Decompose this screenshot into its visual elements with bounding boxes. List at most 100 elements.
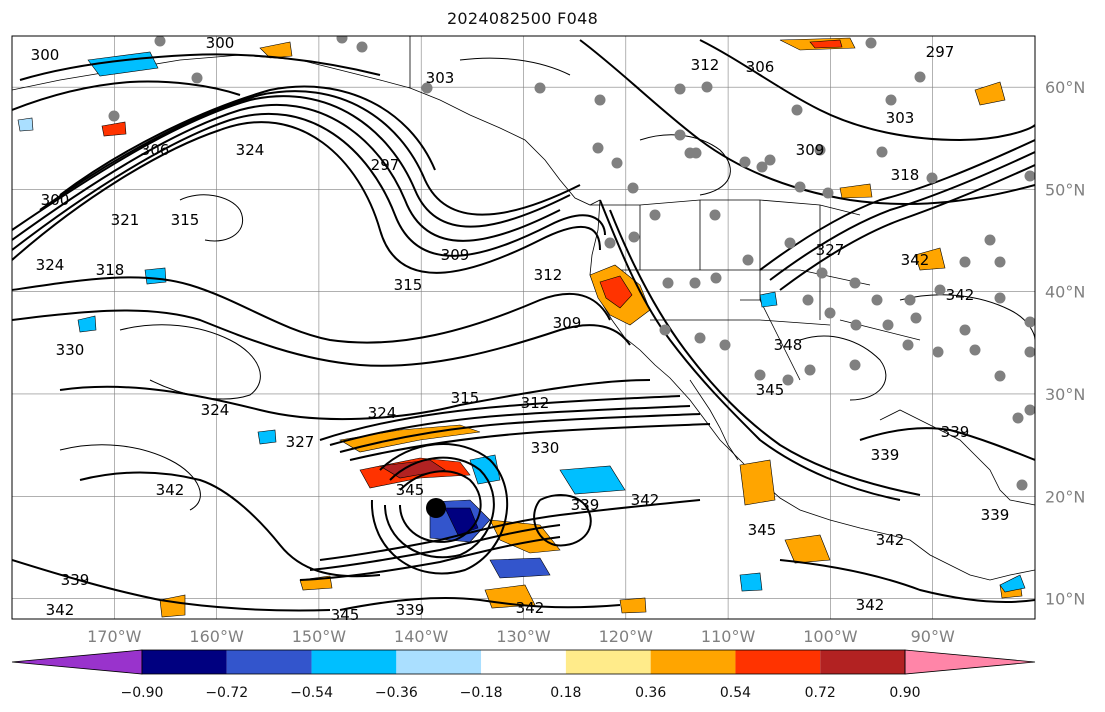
station-dot <box>902 339 914 351</box>
station-dot <box>822 187 834 199</box>
station-dot <box>849 359 861 371</box>
station-dot <box>882 319 894 331</box>
contour-label: 339 <box>61 571 90 589</box>
station-dot <box>932 346 944 358</box>
shade-neg-10 <box>77 315 97 333</box>
contour-label: 303 <box>426 69 455 87</box>
station-dot <box>814 144 826 156</box>
colorbar-tick-label: −0.54 <box>290 685 333 701</box>
shade-neg-3 <box>559 465 626 495</box>
contour-label: 300 <box>31 46 60 64</box>
colorbar-tick-label: −0.72 <box>205 685 248 701</box>
shade-neg-12 <box>17 117 34 132</box>
station-dot <box>984 234 996 246</box>
contour-label: 309 <box>441 246 470 264</box>
station-dot <box>926 172 938 184</box>
station-dot <box>849 277 861 289</box>
lat-tick-label: 60°N <box>1045 78 1085 97</box>
map-title: 2024082500 F048 <box>446 9 599 28</box>
lon-tick-label: 120°W <box>599 627 654 646</box>
station-dot <box>1024 346 1035 358</box>
station-dot <box>782 374 794 386</box>
lon-tick-label: 130°W <box>496 627 551 646</box>
shade-pos-20 <box>619 597 647 614</box>
shade-neg-9 <box>257 429 277 445</box>
shade-neg-6 <box>489 557 551 579</box>
colorbar-tick-label: −0.36 <box>375 685 418 701</box>
station-dot <box>739 156 751 168</box>
station-dot <box>816 267 828 279</box>
station-dot <box>674 83 686 95</box>
station-dot <box>850 319 862 331</box>
contour-label: 309 <box>796 141 825 159</box>
contour-label: 300 <box>206 34 235 52</box>
contour-label: 318 <box>96 261 125 279</box>
lon-tick-label: 170°W <box>87 627 142 646</box>
lat-tick-label: 30°N <box>1045 385 1085 404</box>
contour-label: 321 <box>111 211 140 229</box>
contour-label: 330 <box>56 341 85 359</box>
contour-label: 342 <box>946 286 975 304</box>
station-dot <box>764 154 776 166</box>
station-dot <box>969 344 981 356</box>
contour-label: 324 <box>36 256 65 274</box>
shade-pos-12 <box>739 459 776 506</box>
colorbar-tick-label: 0.36 <box>635 685 666 701</box>
colorbar-tick-label: 0.18 <box>550 685 581 701</box>
contour-label: 309 <box>553 314 582 332</box>
contour-label: 342 <box>901 251 930 269</box>
contour-label: 297 <box>371 156 400 174</box>
contour-label: 315 <box>451 389 480 407</box>
station-dot <box>649 209 661 221</box>
shade-pos-1 <box>259 41 293 59</box>
lon-tick-labels: 170°W 160°W 150°W 140°W 130°W 120°W 110°W 100°W… <box>87 627 955 646</box>
contour-label: 318 <box>891 166 920 184</box>
lon-tick-label: 160°W <box>189 627 244 646</box>
contour-label: 348 <box>774 336 803 354</box>
lat-tick-labels: 60°N 50°N 40°N 30°N 20°N 10°N <box>1045 78 1085 608</box>
contour-label: 342 <box>856 596 885 614</box>
station-dot <box>742 254 754 266</box>
station-dot <box>784 237 796 249</box>
contour-label: 324 <box>201 401 230 419</box>
colorbar: −0.90 −0.72 −0.54 −0.36 −0.18 0.18 0.36 0.54 0.7… <box>11 649 1036 701</box>
contour-label: 306 <box>141 141 170 159</box>
shade-pos-7 <box>599 275 633 309</box>
shading-positive <box>101 37 1023 618</box>
station-dot <box>804 364 816 376</box>
contour-label: 324 <box>236 141 265 159</box>
station-dot <box>659 324 671 336</box>
colorbar-segment <box>820 650 905 674</box>
shade-pos-8 <box>339 424 481 453</box>
station-dot <box>154 36 166 47</box>
cyclone-center <box>426 498 446 518</box>
colorbar-segment <box>396 650 482 674</box>
station-dot <box>1024 316 1035 328</box>
shade-neg-7 <box>739 572 763 592</box>
theta-contours <box>12 39 1035 612</box>
station-dot <box>910 312 922 324</box>
contour-label: 306 <box>746 58 775 76</box>
station-dot <box>994 370 1006 382</box>
colorbar-segment <box>650 650 736 674</box>
station-dot <box>604 237 616 249</box>
contour-label: 312 <box>691 56 720 74</box>
station-dot <box>885 94 897 106</box>
station-dot <box>356 41 368 53</box>
lon-tick-label: 110°W <box>701 627 756 646</box>
station-dot <box>959 324 971 336</box>
contour-label: 342 <box>46 601 75 619</box>
station-dot <box>690 147 702 159</box>
station-dot <box>694 332 706 344</box>
colorbar-segment <box>142 650 227 674</box>
contour-label: 303 <box>886 109 915 127</box>
lon-tick-label: 100°W <box>803 627 858 646</box>
station-dot <box>1024 404 1035 416</box>
shade-neg-13 <box>999 574 1026 593</box>
colorbar-segment <box>735 650 821 674</box>
station-dots <box>108 36 1035 491</box>
station-dot <box>794 181 806 193</box>
station-dot <box>1016 479 1028 491</box>
station-dot <box>824 307 836 319</box>
